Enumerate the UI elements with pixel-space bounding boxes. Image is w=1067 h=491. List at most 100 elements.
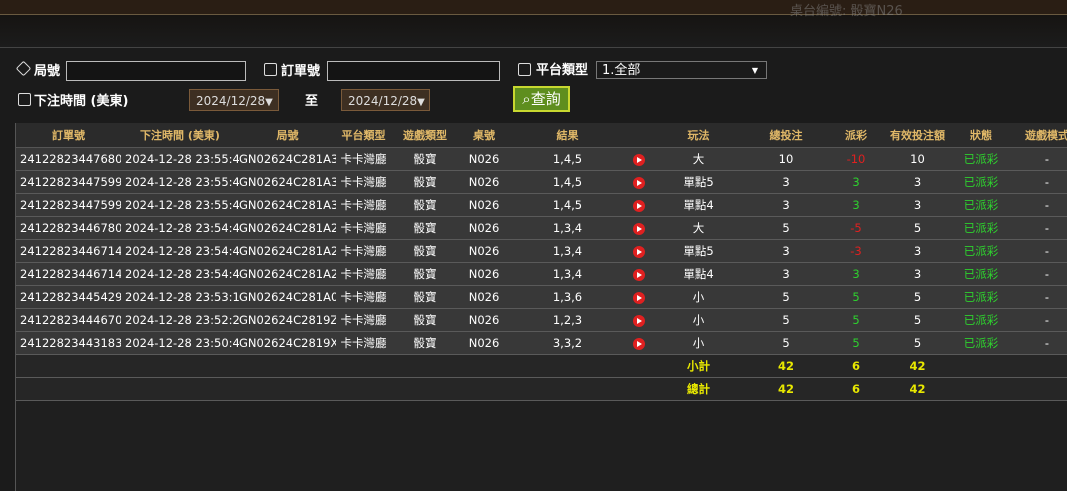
- play-icon: [632, 337, 645, 350]
- cell: -: [1013, 262, 1067, 286]
- cell: 骰寶: [391, 216, 459, 240]
- bet-row: 241228234446702 2024-12-28 23:52:23 GN0262…: [16, 308, 1067, 332]
- cell: -: [1013, 193, 1067, 217]
- platform-select[interactable]: 1.全部 ▼: [596, 61, 767, 79]
- empty-cell: [459, 354, 509, 378]
- bet-row: 241228234431834 2024-12-28 23:50:44 GN0262…: [16, 331, 1067, 355]
- cell: 241228234467144: [16, 239, 121, 263]
- result-icon-cell: [626, 193, 651, 217]
- cell: 卡卡灣廳: [336, 170, 391, 194]
- cell: 2024-12-28 23:55:41: [121, 170, 239, 194]
- cell: 單點4: [651, 262, 746, 286]
- cell: 2024-12-28 23:54:42: [121, 262, 239, 286]
- cell: 3: [746, 170, 826, 194]
- header-cell: 總投注: [746, 123, 826, 148]
- cell: 小: [651, 285, 746, 309]
- cell: GN02624C281A0: [239, 285, 336, 309]
- header-cell: 平台類型: [336, 123, 391, 148]
- cell: -: [1013, 331, 1067, 355]
- cell: GN02624C281A2: [239, 239, 336, 263]
- cell: 3: [746, 239, 826, 263]
- play-icon: [632, 314, 645, 327]
- cell: 5: [886, 285, 949, 309]
- list-icon: [518, 63, 531, 76]
- cell: 5: [746, 216, 826, 240]
- cell: 小: [651, 331, 746, 355]
- cell: 骰寶: [391, 239, 459, 263]
- cell: N026: [459, 308, 509, 332]
- table-wrap: 訂單號 下注時間 (美東) 局號 平台類型 遊戲類型 桌號 結果 玩法 總投注 派彩 有效投注額 狀態…: [15, 123, 1067, 491]
- cell: N026: [459, 239, 509, 263]
- empty-cell: [391, 354, 459, 378]
- cell: GN02624C281A2: [239, 216, 336, 240]
- header-cell: 下注時間 (美東): [121, 123, 239, 148]
- result-icon-cell: [626, 147, 651, 171]
- order-input[interactable]: [327, 61, 500, 81]
- date-to[interactable]: 2024/12/28▼: [341, 89, 430, 111]
- cell: -10: [826, 147, 886, 171]
- cell: 卡卡灣廳: [336, 147, 391, 171]
- cell: 骰寶: [391, 285, 459, 309]
- subtotal-payout: 6: [826, 354, 886, 378]
- cell: GN02624C281A2: [239, 262, 336, 286]
- time-label: 下注時間 (美東): [34, 94, 129, 109]
- header-cell: 局號: [239, 123, 336, 148]
- to-label: 至: [305, 94, 319, 109]
- cell: 1,3,4: [509, 262, 626, 286]
- play-icon: [632, 199, 645, 212]
- cell: 已派彩: [949, 170, 1013, 194]
- table-id: 桌台編號: 骰寶N26: [790, 4, 903, 19]
- empty-cell: [509, 377, 626, 401]
- bet-row: 241228234467143 2024-12-28 23:54:42 GN0262…: [16, 262, 1067, 286]
- cell: 1,4,5: [509, 147, 626, 171]
- cell: 1,3,6: [509, 285, 626, 309]
- cell: -: [1013, 170, 1067, 194]
- cell: -: [1013, 285, 1067, 309]
- cell: 骰寶: [391, 193, 459, 217]
- cell: 已派彩: [949, 331, 1013, 355]
- cell: -5: [826, 216, 886, 240]
- search-button[interactable]: ⌕查詢: [513, 86, 570, 112]
- bet-row: 241228234476801 2024-12-28 23:55:47 GN0262…: [16, 147, 1067, 171]
- play-icon: [632, 245, 645, 258]
- cell: 5: [886, 331, 949, 355]
- cell: 2024-12-28 23:52:23: [121, 308, 239, 332]
- cell: GN02624C2819X: [239, 331, 336, 355]
- header-cell: 玩法: [651, 123, 746, 148]
- cell: N026: [459, 147, 509, 171]
- subtotal-valid: 42: [886, 354, 949, 378]
- empty-cell: [1013, 377, 1067, 401]
- cell: 241228234446702: [16, 308, 121, 332]
- bet-row: 241228234467144 2024-12-28 23:54:42 GN0262…: [16, 239, 1067, 263]
- header-cell: 有效投注額: [886, 123, 949, 148]
- empty-cell: [239, 377, 336, 401]
- bet-row: 241228234475998 2024-12-28 23:55:41 GN0262…: [16, 193, 1067, 217]
- cell: 2024-12-28 23:55:41: [121, 193, 239, 217]
- empty-cell: [391, 377, 459, 401]
- banner: 桌台編號: 骰寶N26: [0, 0, 1067, 48]
- cell: 3: [886, 170, 949, 194]
- cell: 1,3,4: [509, 216, 626, 240]
- empty-cell: [1013, 354, 1067, 378]
- cell: 已派彩: [949, 239, 1013, 263]
- cell: 2024-12-28 23:53:13: [121, 285, 239, 309]
- header-cell: 遊戲類型: [391, 123, 459, 148]
- round-input[interactable]: [66, 61, 246, 81]
- date-from[interactable]: 2024/12/28▼: [189, 89, 279, 111]
- empty-cell: [459, 377, 509, 401]
- date-to-value: 2024/12/28: [348, 94, 418, 108]
- cell: 骰寶: [391, 170, 459, 194]
- subtotal-bet: 42: [746, 354, 826, 378]
- cell: 3: [886, 262, 949, 286]
- date-from-value: 2024/12/28: [196, 94, 266, 108]
- play-icon: [632, 268, 645, 281]
- cell: 5: [826, 331, 886, 355]
- cell: 卡卡灣廳: [336, 193, 391, 217]
- cell: 5: [746, 285, 826, 309]
- empty-cell: [336, 377, 391, 401]
- clipboard-icon: [264, 63, 277, 76]
- cell: 241228234454299: [16, 285, 121, 309]
- cell: 3: [826, 193, 886, 217]
- cell: 1,3,4: [509, 239, 626, 263]
- cell: 卡卡灣廳: [336, 216, 391, 240]
